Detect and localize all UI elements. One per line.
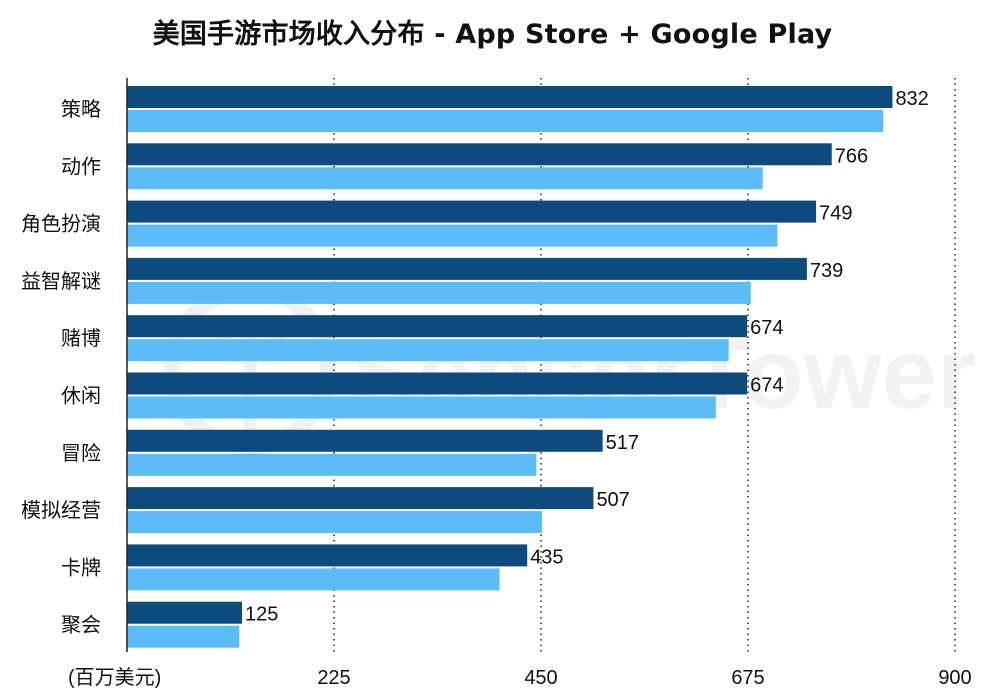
bar-primary — [127, 544, 528, 567]
bar-secondary — [127, 453, 537, 476]
bar-value-label: 507 — [596, 489, 629, 511]
bar-primary — [127, 143, 832, 166]
x-axis-unit-label: (百万美元) — [68, 666, 161, 689]
bar-secondary — [127, 110, 884, 132]
category-label: 角色扮演 — [21, 212, 101, 236]
bar-primary — [127, 257, 807, 280]
bar-value-label: 517 — [606, 432, 639, 454]
bar-secondary — [127, 224, 778, 247]
x-axis-ticks: 225 450 675 900 — [317, 667, 971, 689]
bars — [127, 86, 893, 648]
bar-secondary — [127, 625, 240, 648]
bar-value-label: 766 — [835, 145, 868, 167]
chart-title: 美国手游市场收入分布 - App Store + Google Play — [152, 19, 833, 50]
bar-secondary — [127, 281, 751, 304]
category-label: 冒险 — [61, 441, 101, 465]
bar-primary — [127, 601, 242, 624]
bar-value-label: 739 — [810, 260, 843, 282]
bar-primary — [127, 487, 594, 510]
bar-value-label: 832 — [895, 88, 928, 110]
bar-secondary — [127, 568, 500, 591]
bar-secondary — [127, 339, 729, 362]
x-tick-label: 225 — [317, 667, 350, 689]
bar-primary — [127, 372, 748, 395]
category-label: 聚会 — [61, 613, 101, 637]
bar-value-label: 749 — [819, 203, 852, 225]
x-tick-label: 900 — [938, 667, 971, 689]
bar-value-label: 674 — [750, 317, 783, 339]
category-label: 益智解谜 — [21, 269, 101, 293]
category-label: 卡牌 — [61, 555, 101, 579]
category-label: 赌博 — [61, 326, 101, 350]
bar-primary — [127, 429, 603, 452]
bar-secondary — [127, 396, 716, 419]
data-labels: 832 766 749 739 674 674 517 507 435 125 — [245, 88, 929, 626]
grid-lines — [333, 78, 956, 652]
category-label: 休闲 — [61, 384, 101, 408]
bar-primary — [127, 315, 748, 338]
bar-primary — [127, 200, 817, 223]
category-label: 动作 — [61, 154, 101, 178]
x-tick-label: 450 — [524, 667, 557, 689]
bar-secondary — [127, 511, 542, 534]
bar-value-label: 125 — [245, 604, 278, 626]
bar-value-label: 435 — [530, 546, 563, 568]
x-tick-label: 675 — [731, 667, 764, 689]
bar-primary — [127, 86, 893, 108]
bar-secondary — [127, 167, 763, 190]
category-label: 策略 — [61, 97, 101, 121]
category-label: 模拟经营 — [21, 498, 101, 522]
bar-value-label: 674 — [750, 375, 783, 397]
